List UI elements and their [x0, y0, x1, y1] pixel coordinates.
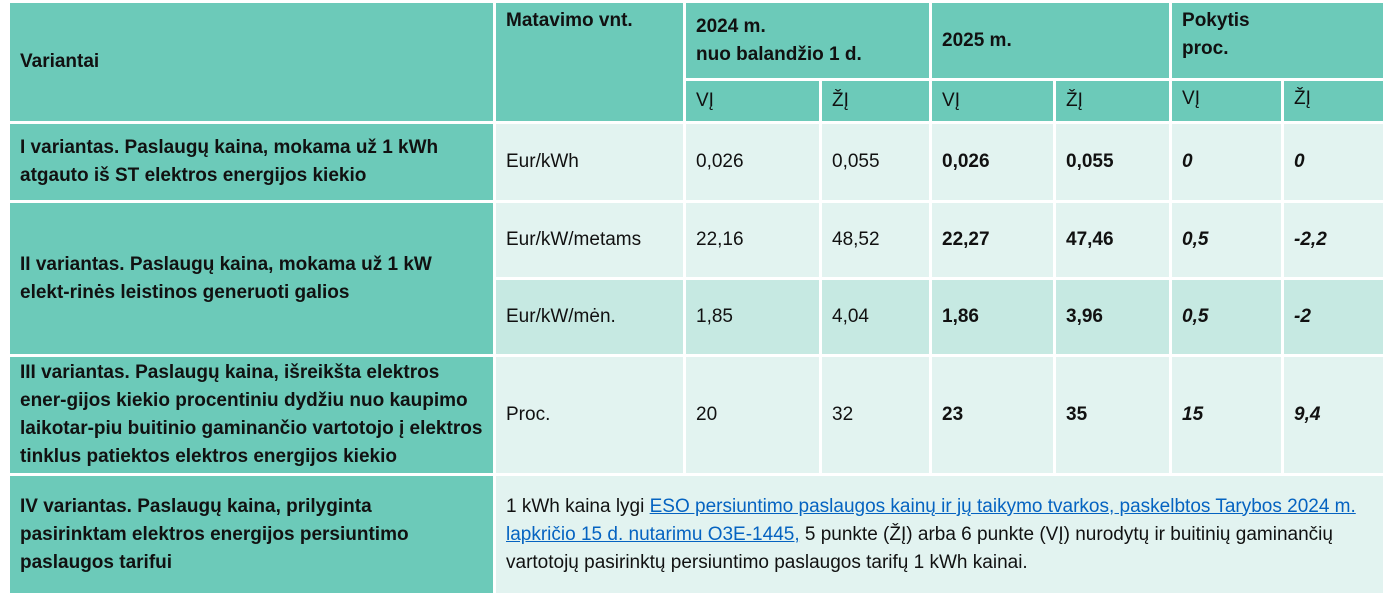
- vi-header-change: VĮ: [1169, 78, 1285, 124]
- change-vi: 0,5: [1169, 277, 1285, 357]
- value-2024-zi: 4,04: [818, 277, 933, 357]
- change-zi: 9,4: [1281, 354, 1387, 476]
- unit-header: Matavimo vnt.: [493, 0, 686, 124]
- description-text-end: 5 punkte (ŽĮ) arba 6 punkte (VĮ) nurodyt…: [506, 523, 1333, 573]
- variant-label: III variantas. Paslaugų kaina, išreikšta…: [7, 354, 496, 476]
- variant-label: I variantas. Paslaugų kaina, mokama už 1…: [7, 121, 496, 203]
- value-2024-zi: 0,055: [818, 121, 933, 203]
- value-2024-vi: 1,85: [683, 277, 822, 357]
- zi-header-2025: ŽĮ: [1053, 78, 1173, 124]
- unit-cell: Eur/kWh: [493, 121, 686, 203]
- zi-header-2024: ŽĮ: [818, 78, 933, 124]
- change-vi: 0,5: [1169, 200, 1285, 280]
- variant-label: II variantas. Paslaugų kaina, mokama už …: [7, 200, 496, 357]
- value-2025-vi: 22,27: [929, 200, 1057, 280]
- year-2024-header: 2024 m. nuo balandžio 1 d.: [682, 0, 933, 81]
- change-unit-label: proc.: [1182, 38, 1229, 59]
- table-row: Eur/kW/mėn. 1,85 4,04 1,86 3,96 0,5 -2: [9, 277, 1387, 357]
- value-2024-vi: 20: [683, 354, 822, 476]
- tariff-table: Variantai Matavimo vnt. 2024 m. nuo bala…: [7, 0, 1387, 596]
- year-2024-sublabel: nuo balandžio 1 d.: [696, 43, 862, 65]
- change-vi: 15: [1169, 354, 1285, 476]
- unit-cell: Eur/kW/metams: [493, 200, 686, 280]
- vi-header-2025: VĮ: [929, 78, 1057, 124]
- change-zi: 0: [1281, 121, 1387, 203]
- vi-header-2024: VĮ: [683, 78, 822, 124]
- header-row: Variantai Matavimo vnt. 2024 m. nuo bala…: [7, 0, 1387, 124]
- tariff-rules-link[interactable]: ESO persiuntimo paslaugos kainų ir jų ta…: [506, 495, 1356, 545]
- value-2024-vi: 22,16: [683, 200, 822, 280]
- value-2025-vi: 23: [929, 354, 1057, 476]
- table-row: IV variantas. Paslaugų kaina, prilyginta…: [7, 473, 1387, 596]
- change-vi: 0: [1169, 121, 1285, 203]
- value-2024-zi: 48,52: [818, 200, 933, 280]
- value-2025-zi: 0,055: [1053, 121, 1173, 203]
- value-2025-zi: 35: [1053, 354, 1173, 476]
- unit-cell: Eur/kW/mėn.: [493, 277, 686, 357]
- zi-header-change: ŽĮ: [1281, 78, 1387, 124]
- change-zi: -2: [1281, 277, 1387, 357]
- change-label: Pokytis: [1182, 10, 1250, 31]
- table-row: II variantas. Paslaugų kaina, mokama už …: [7, 200, 1387, 357]
- change-header: Pokytis proc.: [1169, 0, 1387, 81]
- value-2025-zi: 3,96: [1053, 277, 1173, 357]
- unit-cell: Proc.: [493, 354, 686, 476]
- value-2025-vi: 0,026: [929, 121, 1057, 203]
- value-2025-vi: 1,86: [929, 277, 1057, 357]
- value-2025-zi: 47,46: [1053, 200, 1173, 280]
- value-2024-vi: 0,026: [683, 121, 822, 203]
- table-row: I variantas. Paslaugų kaina, mokama už 1…: [7, 121, 1387, 203]
- variant-iv-description: 1 kWh kaina lygi ESO persiuntimo paslaug…: [492, 473, 1387, 596]
- year-2024-label: 2024 m.: [696, 15, 766, 37]
- subheader-row: VĮ ŽĮ VĮ ŽĮ VĮ ŽĮ: [9, 78, 1387, 124]
- value-2024-zi: 32: [818, 354, 933, 476]
- table-row: III variantas. Paslaugų kaina, išreikšta…: [7, 354, 1387, 476]
- change-zi: -2,2: [1281, 200, 1387, 280]
- variant-label: IV variantas. Paslaugų kaina, prilyginta…: [7, 473, 496, 596]
- variants-header: Variantai: [7, 0, 496, 124]
- year-2025-header: 2025 m.: [929, 0, 1173, 81]
- description-text-start: 1 kWh kaina lygi: [506, 495, 650, 517]
